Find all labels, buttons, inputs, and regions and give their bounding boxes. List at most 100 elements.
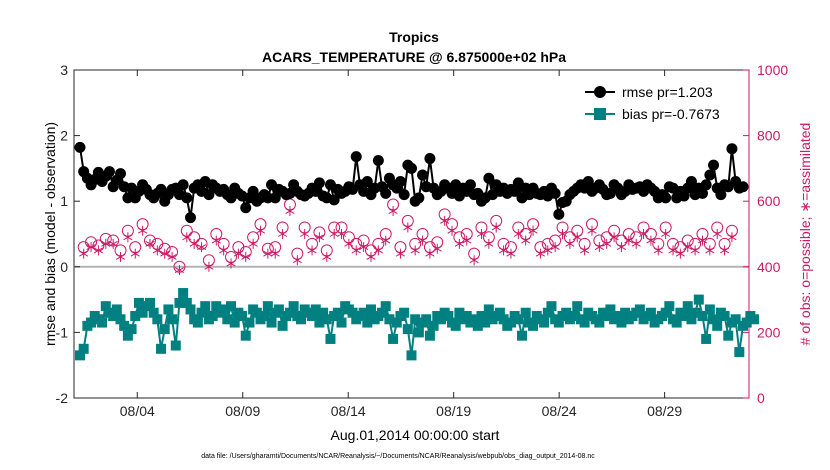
assimilated-obs-point <box>462 235 472 246</box>
bias-point <box>237 311 248 321</box>
bias-point <box>546 301 557 312</box>
assimilated-obs-point <box>705 245 715 256</box>
rmse-point <box>185 212 196 224</box>
assimilated-obs-point <box>580 245 590 256</box>
rmse-point <box>464 179 476 191</box>
assimilated-obs-point <box>417 235 428 246</box>
y-left-tick-label: 3 <box>60 62 68 78</box>
bias-point <box>605 304 616 315</box>
assimilated-obs-point <box>395 248 406 259</box>
bias-point <box>314 317 325 328</box>
assimilated-obs-point <box>322 251 332 262</box>
bias-point <box>723 330 734 341</box>
bias-point <box>192 317 203 328</box>
assimilated-obs-point <box>314 232 324 243</box>
bias-point <box>704 304 715 315</box>
y-axis-left-ticks: -2 -1 0 1 2 3 <box>56 62 80 406</box>
rmse-point <box>269 192 281 204</box>
bias-point <box>152 314 163 325</box>
bias-point <box>119 320 130 331</box>
rmse-point <box>328 194 340 206</box>
rmse-point <box>704 169 716 181</box>
assimilated-obs-point <box>160 248 170 259</box>
bias-point <box>469 314 480 325</box>
assimilated-obs-point <box>410 245 420 256</box>
bias-point <box>594 317 605 328</box>
bias-point <box>380 301 391 312</box>
bias-point <box>712 320 723 331</box>
assimilated-obs-point <box>403 222 413 233</box>
assimilated-obs-point <box>675 248 685 259</box>
bias-point <box>244 317 255 328</box>
obs-count-markers <box>77 198 738 276</box>
rmse-point <box>115 168 127 180</box>
y-left-tick-label: -1 <box>56 324 69 340</box>
bias-point <box>513 314 524 325</box>
assimilated-obs-point <box>499 245 509 256</box>
bias-point <box>137 307 148 318</box>
bias-point <box>178 288 189 299</box>
chart-legend: rmse pr=1.203 bias pr=-0.7673 <box>578 80 746 126</box>
bias-point <box>741 317 752 328</box>
bias-point <box>553 317 564 328</box>
bias-point <box>159 324 170 335</box>
y-axis-right-label: # of obs: o=possible; ∗=assimilated <box>797 123 813 346</box>
rmse-point <box>708 159 720 171</box>
assimilated-obs-point <box>469 255 479 266</box>
assimilated-obs-point <box>690 245 700 256</box>
assimilated-obs-point <box>233 248 243 259</box>
bias-point <box>318 307 329 318</box>
rmse-point <box>398 189 410 201</box>
rmse-point <box>549 187 561 199</box>
bias-point <box>424 330 435 341</box>
bias-point <box>579 317 590 328</box>
bias-point <box>251 307 262 318</box>
assimilated-obs-point <box>108 238 118 249</box>
assimilated-obs-point <box>550 242 560 253</box>
assimilated-obs-point <box>359 242 369 253</box>
bias-point <box>167 314 178 325</box>
assimilated-obs-point <box>115 251 126 262</box>
rmse-point <box>700 179 712 191</box>
assimilated-obs-point <box>572 232 582 243</box>
bias-point <box>498 314 509 325</box>
bias-point <box>601 311 612 321</box>
y-right-tick-label: 400 <box>757 259 781 275</box>
bias-point <box>528 320 539 331</box>
assimilated-obs-point <box>388 206 398 217</box>
bias-point <box>78 343 89 354</box>
assimilated-obs-point <box>602 238 612 249</box>
rmse-point <box>553 208 565 220</box>
bias-point <box>336 317 347 328</box>
bias-point <box>307 311 318 321</box>
rmse-point <box>424 153 436 165</box>
assimilated-obs-point <box>594 242 604 253</box>
rmse-point <box>660 192 672 204</box>
assimilated-obs-point <box>440 215 450 226</box>
bias-point <box>347 307 358 318</box>
bias-point <box>399 307 410 318</box>
rmse-point <box>413 192 425 204</box>
bias-point <box>218 304 229 315</box>
bias-point <box>612 311 623 321</box>
bias-point <box>111 304 122 315</box>
bias-point <box>262 301 273 312</box>
assimilated-obs-point <box>270 248 280 259</box>
bias-point <box>332 307 343 318</box>
data-file-footnote: data file: /Users/gharamti/Documents/NCA… <box>201 453 595 460</box>
assimilated-obs-point <box>506 248 516 259</box>
assimilated-obs-point <box>697 235 708 246</box>
chart-title: Tropics <box>389 29 439 45</box>
rmse-point <box>181 192 193 204</box>
assimilated-obs-point <box>484 238 494 249</box>
bias-point <box>325 333 336 344</box>
assimilated-obs-point <box>145 238 155 249</box>
assimilated-obs-point <box>285 206 295 217</box>
bias-point <box>406 350 417 361</box>
bias-point <box>222 314 233 325</box>
bias-point <box>561 307 572 318</box>
bias-point <box>690 307 701 318</box>
assimilated-obs-point <box>189 238 199 249</box>
bias-point <box>365 304 376 315</box>
